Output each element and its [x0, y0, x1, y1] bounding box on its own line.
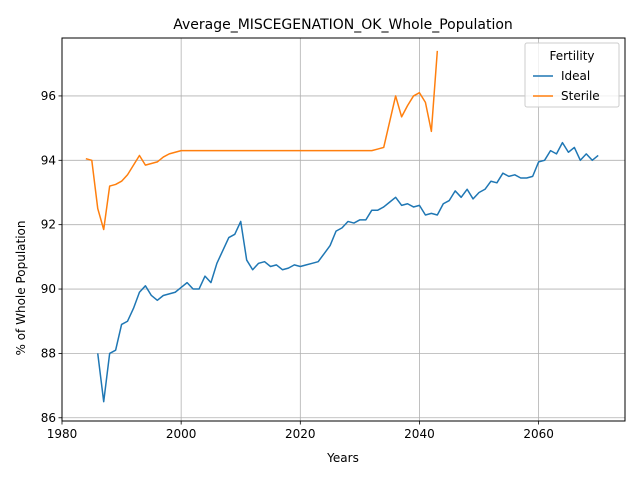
legend-label: Sterile: [561, 89, 600, 103]
y-tick-label: 94: [41, 153, 56, 167]
x-axis-title: Years: [326, 451, 359, 465]
y-tick-label: 96: [41, 89, 56, 103]
y-tick-label: 86: [41, 411, 56, 425]
x-tick-label: 1980: [47, 427, 78, 441]
chart-title: Average_MISCEGENATION_OK_Whole_Populatio…: [173, 17, 513, 33]
x-tick-label: 2000: [166, 427, 197, 441]
y-axis-title: % of Whole Population: [14, 221, 28, 356]
x-tick-label: 2020: [285, 427, 316, 441]
legend: Fertility Ideal Sterile: [525, 43, 619, 107]
x-tick-label: 2060: [523, 427, 554, 441]
y-tick-label: 90: [41, 282, 56, 296]
x-tick-label: 2040: [404, 427, 435, 441]
y-tick-label: 88: [41, 346, 56, 360]
y-tick-label: 92: [41, 218, 56, 232]
legend-label: Ideal: [561, 69, 590, 83]
legend-title: Fertility: [549, 49, 594, 63]
